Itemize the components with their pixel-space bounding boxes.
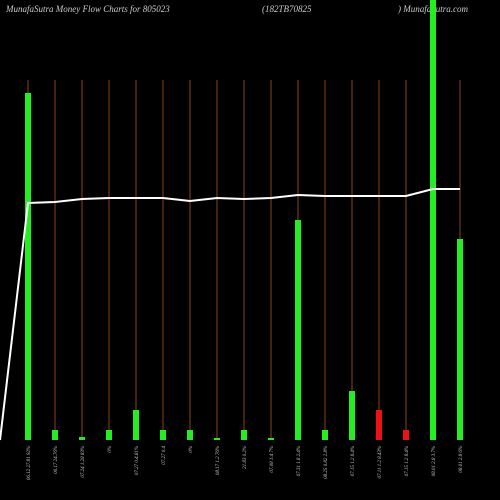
- bar: [187, 430, 193, 440]
- bar: [322, 430, 328, 440]
- x-tick-label: 07.31 1.8 2.4%: [297, 446, 302, 476]
- x-tick-label: 07.24 1.28 83%: [81, 446, 86, 478]
- bar: [160, 430, 166, 440]
- bar: [376, 410, 382, 440]
- bar: [133, 410, 139, 440]
- x-tick-label: 07.15 1.2 8.4%: [405, 446, 410, 476]
- money-flow-line: [0, 188, 460, 441]
- bar: [457, 239, 463, 440]
- chart-subtitle: (182TB70825: [262, 4, 312, 14]
- x-tick-label: 21.83 0.2%: [243, 446, 248, 469]
- bar: [79, 437, 85, 440]
- chart-title: MunafaSutra Money Flow Charts for 805023: [5, 4, 170, 14]
- bar: [241, 430, 247, 440]
- bar: [25, 93, 31, 440]
- bar: [430, 0, 436, 440]
- x-tick-label: 0%: [108, 446, 113, 453]
- x-tick-label: 08.01 2.8 6%: [459, 446, 464, 473]
- bar: [295, 220, 301, 440]
- x-tick-label: 08.01 2.8 3.7%: [432, 446, 437, 476]
- x-tick-label: 06.12 27.81 92%: [27, 446, 32, 480]
- x-tick-label: 07.27 0.4.81%: [135, 446, 140, 475]
- x-tick-label: 07.15 1.2 8.4%: [351, 446, 356, 476]
- bar: [214, 438, 220, 440]
- x-tick-label: 0%: [189, 446, 194, 453]
- x-tick-label: 07.11 1.2 8.43%: [378, 446, 383, 479]
- x-tick-label: 07.08 1.4 7%: [270, 446, 275, 473]
- x-tick-label: 07.27 0.4: [162, 446, 167, 465]
- x-tick-label: 08.17 1.2 76%: [216, 446, 221, 475]
- bar: [403, 430, 409, 440]
- bar: [106, 430, 112, 440]
- x-tick-label: 06.17 24.76%: [54, 446, 59, 474]
- bar: [52, 430, 58, 440]
- bar: [268, 438, 274, 440]
- bar: [349, 391, 355, 440]
- x-tick-label: 08.25 0.82 2.8%: [324, 446, 329, 479]
